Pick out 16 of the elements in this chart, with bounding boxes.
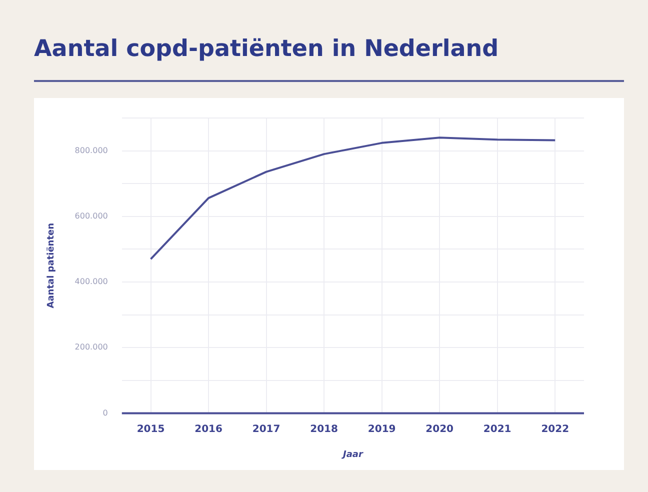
y-tick-label: 600.000 [74, 211, 108, 220]
y-tick-label: 800.000 [74, 146, 108, 155]
chart-title: Aantal copd-patiënten in Nederland [34, 36, 499, 62]
y-axis-title: Aantal patiënten [46, 222, 57, 308]
x-tick-label: 2021 [483, 424, 512, 435]
y-tick-label: 200.000 [74, 342, 108, 352]
y-tick-label: 0 [102, 408, 108, 418]
x-tick-label: 2019 [368, 424, 396, 435]
x-tick-label: 2020 [426, 424, 454, 435]
x-tick-label: 2018 [310, 424, 338, 435]
x-tick-label: 2016 [194, 424, 222, 435]
x-tick-label: 2022 [541, 424, 570, 435]
x-tick-label: 2017 [252, 424, 280, 435]
x-axis-title: Jaar [340, 450, 364, 460]
x-tick-label: 2015 [136, 424, 165, 435]
y-tick-label: 400.000 [74, 277, 108, 286]
